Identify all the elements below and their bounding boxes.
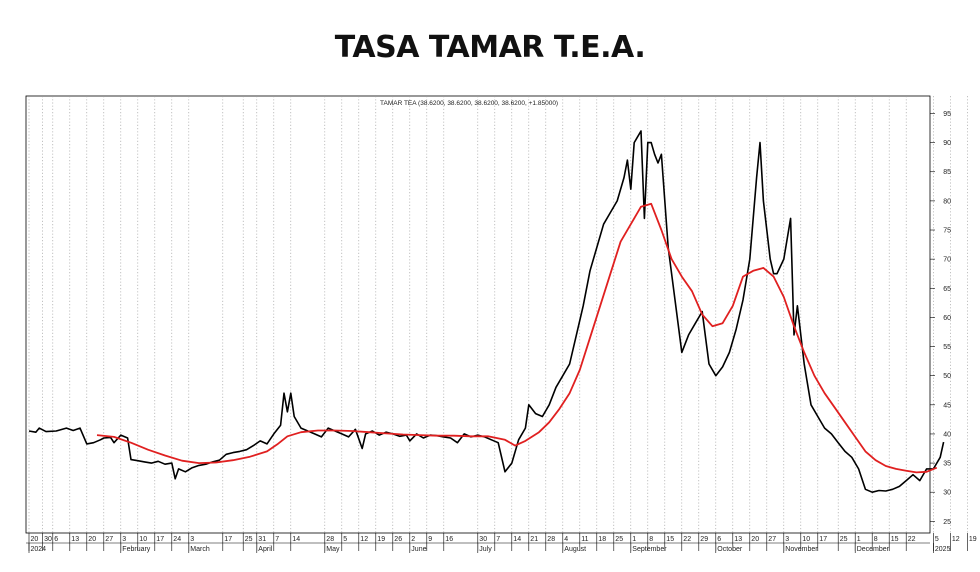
x-tick-label: 17	[156, 536, 164, 543]
x-tick-label: 7	[496, 536, 500, 543]
x-month-label: March	[190, 546, 210, 553]
x-tick-label: 8	[874, 536, 878, 543]
x-month-label: July	[479, 546, 492, 553]
y-tick-label: 95	[943, 111, 951, 118]
x-month-label: September	[632, 546, 667, 553]
x-month-label: 2024	[31, 546, 47, 553]
x-tick-label: 17	[819, 536, 827, 543]
y-tick-label: 50	[943, 373, 951, 380]
x-month-label: June	[411, 546, 426, 553]
x-tick-label: 3	[190, 536, 194, 543]
series-line-tamar	[28, 130, 945, 493]
y-tick-label: 35	[943, 461, 951, 468]
y-tick-label: 60	[943, 315, 951, 322]
y-tick-label: 90	[943, 140, 951, 147]
x-tick-label: 15	[891, 536, 899, 543]
y-axis: 25 30 35 40 45 50 55 60 65 70 75 80 85 90 95	[930, 111, 951, 526]
x-tick-label: 5	[343, 536, 347, 543]
y-tick-label: 75	[943, 228, 951, 235]
x-tick-label: 14	[292, 536, 300, 543]
x-tick-label: 4	[564, 536, 568, 543]
x-tick-label: 1	[632, 536, 636, 543]
x-tick-label: 21	[530, 536, 538, 543]
x-tick-label: 14	[513, 536, 521, 543]
x-month-label: October	[717, 546, 743, 553]
x-tick-label: 24	[173, 536, 181, 543]
page-title: TASA TAMAR T.E.A.	[334, 30, 646, 65]
y-tick-label: 40	[943, 431, 951, 438]
chart-legend: TAMAR TEA (38.6200, 38.6200, 38.6200, 38…	[380, 100, 558, 107]
x-axis: 20 30 6 13 20 27 3 10 17 24 3 17 25 31 7 14 28 5 12 19 26 2 9 1…	[26, 533, 977, 553]
x-tick-label: 6	[54, 536, 58, 543]
x-tick-label: 12	[360, 536, 368, 543]
x-tick-label: 28	[326, 536, 334, 543]
x-month-label: May	[326, 546, 340, 553]
x-tick-label: 25	[840, 536, 848, 543]
x-tick-label: 22	[908, 536, 916, 543]
x-tick-label: 28	[547, 536, 555, 543]
x-tick-label: 25	[245, 536, 253, 543]
x-tick-label: 2	[411, 536, 415, 543]
series-layer	[28, 130, 945, 493]
x-tick-label: 10	[802, 536, 810, 543]
x-tick-label: 17	[224, 536, 232, 543]
y-tick-label: 65	[943, 286, 951, 293]
x-tick-label: 31	[258, 536, 266, 543]
x-tick-label: 27	[768, 536, 776, 543]
y-tick-label: 25	[943, 519, 951, 526]
x-tick-label: 3	[122, 536, 126, 543]
y-tick-label: 85	[943, 169, 951, 176]
x-tick-label: 6	[717, 536, 721, 543]
grid	[28, 96, 968, 533]
x-tick-label: 20	[751, 536, 759, 543]
series-line-moving-average	[96, 202, 938, 474]
x-month-label: August	[564, 546, 586, 553]
x-tick-label: 16	[445, 536, 453, 543]
y-tick-label: 30	[943, 490, 951, 497]
x-tick-label: 8	[649, 536, 653, 543]
x-month-label: December	[857, 546, 890, 553]
x-tick-label: 5	[935, 536, 939, 543]
x-tick-label: 7	[275, 536, 279, 543]
x-tick-label: 22	[683, 536, 691, 543]
x-tick-label: 30	[44, 536, 52, 543]
x-tick-label: 18	[598, 536, 606, 543]
x-month-label: November	[785, 546, 818, 553]
y-tick-label: 45	[943, 402, 951, 409]
x-tick-label: 30	[479, 536, 487, 543]
x-month-label: 2025	[935, 546, 951, 553]
x-tick-label: 19	[377, 536, 385, 543]
x-tick-label: 10	[139, 536, 147, 543]
x-tick-label: 13	[734, 536, 742, 543]
x-tick-label: 27	[105, 536, 113, 543]
x-tick-label: 20	[88, 536, 96, 543]
x-tick-label: 26	[394, 536, 402, 543]
x-tick-label: 13	[71, 536, 79, 543]
y-tick-label: 70	[943, 257, 951, 264]
x-tick-label: 29	[700, 536, 708, 543]
y-tick-label: 55	[943, 344, 951, 351]
x-tick-label: 15	[666, 536, 674, 543]
x-month-label: April	[258, 546, 272, 553]
x-month-label: February	[122, 546, 151, 553]
x-tick-label: 12	[952, 536, 960, 543]
x-tick-label: 9	[428, 536, 432, 543]
y-tick-label: 80	[943, 198, 951, 205]
x-tick-label: 1	[857, 536, 861, 543]
x-tick-label: 11	[581, 536, 588, 543]
x-tick-label: 20	[31, 536, 39, 543]
x-tick-label: 3	[785, 536, 789, 543]
x-tick-label: 25	[615, 536, 623, 543]
x-tick-label: 19	[969, 536, 977, 543]
